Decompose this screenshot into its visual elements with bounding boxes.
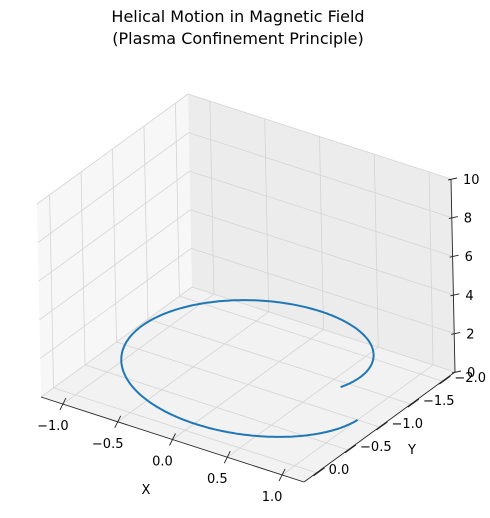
x-tick <box>59 397 67 411</box>
z-tick-label: 0 <box>467 366 475 381</box>
y-tick <box>313 467 325 477</box>
grid-x-back <box>319 136 324 330</box>
x-tick <box>114 415 122 428</box>
z-tick-label: 8 <box>464 212 472 227</box>
z-tick <box>447 177 458 181</box>
x-tick-label: 0.5 <box>207 472 228 487</box>
y-tick-label: −0.5 <box>360 440 392 455</box>
chart-title-line1: Helical Motion in Magnetic Field <box>111 7 364 26</box>
z-tick <box>449 254 459 258</box>
z-tick <box>450 293 460 297</box>
grid-z-left <box>39 209 191 321</box>
y-tick <box>439 375 451 385</box>
grid-x-back <box>264 118 270 312</box>
grid-x-back <box>209 101 215 295</box>
grid-y-floor <box>179 295 443 382</box>
z-tick-label: 6 <box>465 250 473 265</box>
y-tick-label: −1.5 <box>423 394 455 409</box>
grid-y-left <box>143 126 149 320</box>
grid-z-left <box>38 170 190 282</box>
x-tick-label: −0.5 <box>92 437 124 452</box>
tick-labels: −1.0−0.50.00.51.00.0−0.5−1.0−1.5−2.00246… <box>37 173 486 505</box>
y-axis-label: Y <box>407 443 416 458</box>
grid-z-left <box>36 93 189 205</box>
grid-y-floor <box>53 387 317 474</box>
x-tick <box>169 433 176 446</box>
z-tick <box>451 370 462 374</box>
z-tick-label: 2 <box>466 327 474 342</box>
y-axis-line <box>303 371 456 483</box>
chart-title-line2: (Plasma Confinement Principle) <box>112 29 364 48</box>
grid-z-left <box>39 248 192 359</box>
grid-z-back <box>190 209 454 296</box>
grid-y-left <box>175 103 180 297</box>
y-tick-label: −1.0 <box>392 417 424 432</box>
grid-x-back <box>373 154 379 348</box>
x-axis-label: X <box>142 483 151 498</box>
grid-y-left <box>49 194 54 388</box>
y-tick <box>376 421 388 431</box>
grid-z-back <box>187 93 452 180</box>
grid-x-back <box>428 171 434 365</box>
grid-y-floor <box>116 341 380 428</box>
grid-y-left <box>112 148 117 343</box>
grid-z-back <box>189 170 453 257</box>
z-tick <box>448 216 458 220</box>
z-tick-label: 4 <box>465 289 473 304</box>
z-axis-line <box>450 178 456 373</box>
x-tick-label: −1.0 <box>37 419 69 434</box>
grid-z-left <box>40 286 193 398</box>
z-tick <box>451 331 461 335</box>
y-tick <box>344 444 357 454</box>
x-tick <box>223 451 231 464</box>
helix-series-line <box>120 299 375 438</box>
x-tick-label: 1.0 <box>262 490 283 505</box>
series-layer <box>120 299 375 438</box>
x-tick-label: 0.0 <box>152 455 173 470</box>
grid-z-back <box>191 248 455 334</box>
y-tick-label: −2.0 <box>454 371 486 386</box>
z-tick-label: 10 <box>463 173 480 188</box>
grid-lines <box>36 93 456 476</box>
x-tick <box>278 468 286 482</box>
tick-marks <box>59 177 462 482</box>
grid-y-floor <box>147 318 412 405</box>
grid-y-left <box>80 171 86 365</box>
y-tick <box>407 398 420 408</box>
grid-z-left <box>37 132 190 243</box>
y-tick-label: 0.0 <box>329 463 350 478</box>
grid-z-back <box>188 132 452 218</box>
